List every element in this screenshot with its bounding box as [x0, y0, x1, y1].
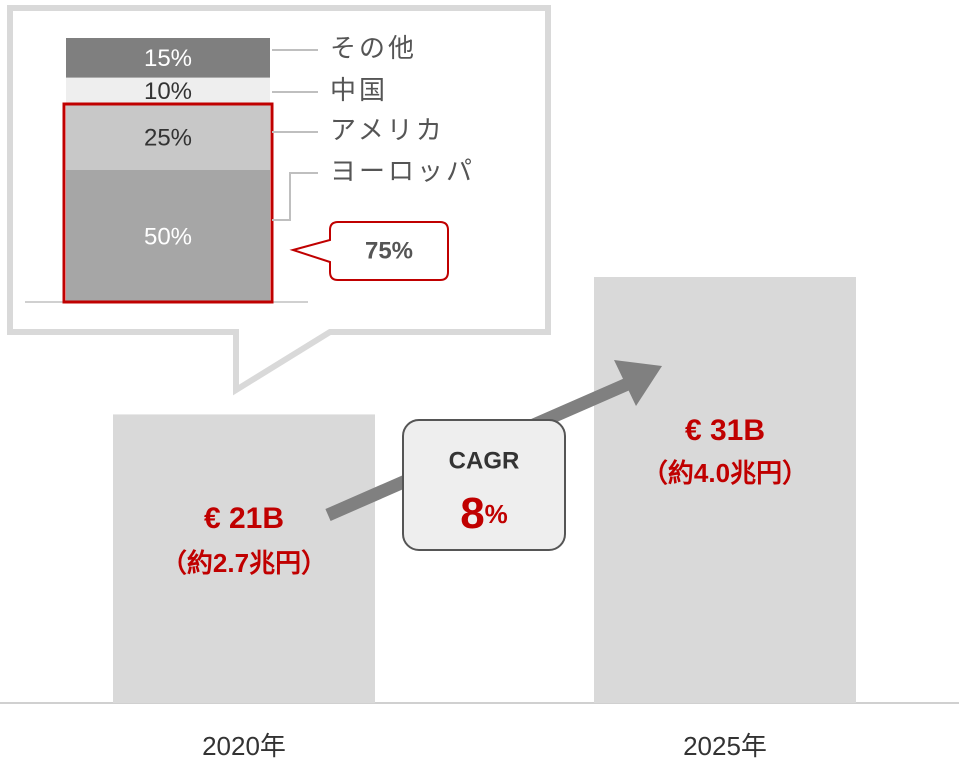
sub-label: （約4.0兆円） — [642, 458, 808, 488]
cagr-box — [402, 419, 566, 551]
segment — [66, 170, 270, 302]
value-label: € 31B — [685, 414, 765, 447]
value-label: € 21B — [204, 502, 284, 535]
segment-label: 50% — [144, 223, 192, 250]
bar — [594, 277, 856, 703]
legend-label: 中国 — [330, 75, 388, 105]
segment — [66, 77, 270, 104]
share-callout — [289, 221, 449, 281]
cagr-title: CAGR — [449, 447, 520, 474]
cagr-number: 8 — [460, 489, 484, 538]
cagr-value: 8% — [460, 489, 508, 538]
segment-label: 25% — [144, 124, 192, 151]
main-layer: 2020年 2025年 € 21B （約2.7兆円） € 31B （約4.0兆円） CAGR… — [0, 277, 959, 761]
legend-label: ヨーロッパ — [330, 156, 475, 186]
legend-leader — [272, 172, 318, 221]
x-tick-label: 2025年 — [683, 731, 767, 761]
legend-label: その他 — [330, 33, 417, 63]
bar — [113, 414, 375, 703]
segment-label: 10% — [144, 78, 192, 105]
arrow-head — [614, 360, 662, 406]
segment — [66, 104, 270, 170]
cagr-unit: % — [485, 499, 508, 529]
share-label: 75% — [365, 237, 413, 264]
legend-label: アメリカ — [330, 115, 445, 145]
inset-layer: 50% 25% 10% 15% ヨーロッパ アメリカ 中国 その他 75% — [25, 33, 475, 304]
segment-label: 15% — [144, 45, 192, 72]
highlight-box — [62, 102, 274, 304]
sub-label: （約2.7兆円） — [161, 548, 327, 578]
x-tick-label: 2020年 — [202, 731, 286, 761]
segment — [66, 38, 270, 78]
